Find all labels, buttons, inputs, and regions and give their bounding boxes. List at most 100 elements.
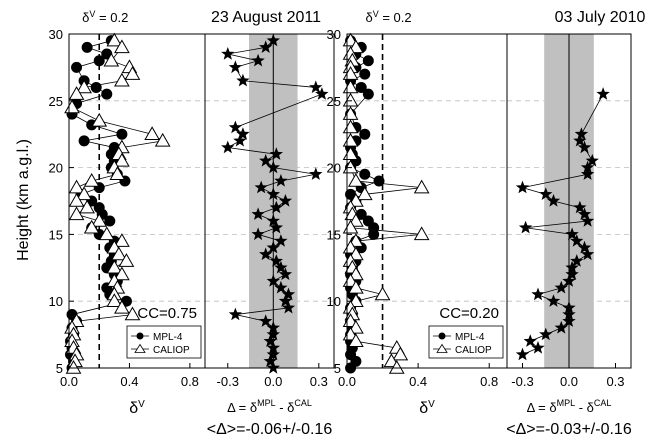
y-tick-label: 20 — [327, 161, 341, 176]
data-point-circle — [71, 61, 83, 73]
data-point-triangle — [413, 226, 430, 241]
data-point-star — [281, 300, 296, 314]
x-axis-label: δV — [419, 399, 435, 417]
data-point-star — [577, 240, 592, 254]
data-point-star — [274, 234, 288, 247]
data-point-triangle — [154, 132, 171, 147]
data-point-triangle — [114, 152, 130, 167]
data-point-triangle — [111, 246, 127, 261]
data-point-star — [565, 267, 579, 281]
data-point-triangle — [388, 359, 405, 374]
x-tick-label: 0.3 — [310, 374, 328, 389]
data-point-star — [531, 287, 545, 301]
data-point-star — [565, 227, 579, 241]
x-tick-label: 0.0 — [60, 374, 78, 389]
data-point-star — [228, 60, 242, 74]
x-tick-label: 0.0 — [560, 374, 578, 389]
data-point-circle — [359, 68, 371, 80]
data-point-star — [309, 167, 323, 180]
data-point-star — [309, 80, 323, 94]
data-point-star — [266, 33, 280, 47]
y-tick-label: 30 — [49, 27, 63, 42]
cc-annotation: CC=0.75 — [137, 305, 197, 322]
data-point-star — [596, 87, 610, 100]
data-point-star — [236, 73, 250, 87]
data-point-triangle — [356, 186, 373, 201]
panel-b-depol: δV = 0.2 5 10 15 20 25 30 0.0 0.4 0.8 03 July 2010… — [327, 9, 646, 389]
data-point-star — [259, 40, 273, 53]
data-point-circle — [362, 55, 374, 67]
data-point-star — [266, 347, 280, 361]
data-point-star — [562, 274, 576, 287]
data-point-star — [259, 247, 273, 261]
series-line-CALIOP — [71, 40, 164, 369]
mean-stat-label: <Δ>=-0.06+/-0.16 — [207, 421, 333, 438]
data-point-star — [577, 207, 592, 220]
y-tick-label: 15 — [49, 227, 63, 242]
data-point-circle — [355, 81, 367, 93]
data-point-star — [570, 234, 584, 247]
data-point-star — [580, 214, 595, 227]
data-point-triangle — [106, 32, 123, 47]
data-point-triangle — [68, 179, 85, 194]
legend-marker — [436, 343, 448, 353]
data-point-star — [259, 314, 273, 327]
data-point-star — [546, 194, 561, 207]
y-tick-label: 5 — [56, 361, 63, 376]
data-point-triangle — [374, 286, 391, 301]
data-point-star — [251, 227, 265, 241]
x-axis-label: Δ = δMPL - δCAL — [227, 398, 312, 415]
mean-stat-label: <Δ>=-0.03+/-0.16 — [506, 421, 632, 438]
data-point-star — [573, 200, 587, 214]
y-tick-label: 25 — [49, 94, 63, 109]
data-point-circle — [81, 41, 93, 53]
data-point-circle — [93, 55, 105, 67]
data-point-star — [269, 200, 283, 214]
data-point-star — [515, 180, 530, 194]
data-point-triangle — [91, 112, 108, 127]
data-point-circle — [104, 215, 116, 227]
data-point-star — [263, 334, 277, 347]
panel-a-depol: δV = 0.2 5 10 15 20 25 30 0.0 0.4 0.8 23 August 20… — [49, 9, 322, 389]
plot-frame — [204, 33, 335, 369]
data-point-circle — [373, 175, 385, 187]
data-point-triangle — [114, 72, 130, 87]
data-point-triangle — [114, 39, 130, 54]
data-point-star — [281, 287, 296, 301]
data-point-star — [269, 254, 283, 267]
data-point-star — [278, 267, 293, 281]
x-tick-label: 0.0 — [264, 374, 282, 389]
data-point-triangle — [79, 199, 95, 214]
data-point-triangle — [103, 52, 120, 67]
legend-marker — [136, 332, 144, 340]
data-point-star — [251, 53, 265, 67]
y-tick-label: 20 — [49, 161, 63, 176]
data-point-triangle — [348, 172, 364, 187]
y-tick-label: 30 — [327, 27, 341, 42]
data-point-star — [233, 133, 247, 147]
data-point-triangle — [68, 86, 85, 100]
data-point-star — [278, 194, 293, 207]
data-point-star — [266, 187, 280, 200]
data-point-star — [554, 320, 568, 334]
data-point-star — [539, 327, 553, 341]
data-point-star — [562, 314, 576, 327]
data-point-triangle — [392, 346, 409, 361]
data-point-star — [562, 300, 576, 314]
data-point-star — [236, 127, 250, 140]
data-point-star — [266, 214, 280, 227]
data-point-star — [269, 220, 283, 234]
data-point-star — [554, 280, 568, 294]
data-point-star — [266, 240, 280, 254]
x-tick-label: 0.8 — [181, 374, 199, 389]
data-point-triangle — [68, 192, 85, 207]
x-tick-label: 0.8 — [480, 374, 498, 389]
data-point-triangle — [98, 226, 115, 241]
panel-title: 23 August 2011 — [211, 9, 321, 26]
data-point-triangle — [76, 186, 92, 201]
data-point-star — [266, 327, 280, 341]
data-point-star — [274, 280, 288, 294]
data-point-triangle — [109, 166, 126, 181]
data-point-triangle — [342, 92, 359, 107]
data-point-star — [562, 307, 576, 321]
